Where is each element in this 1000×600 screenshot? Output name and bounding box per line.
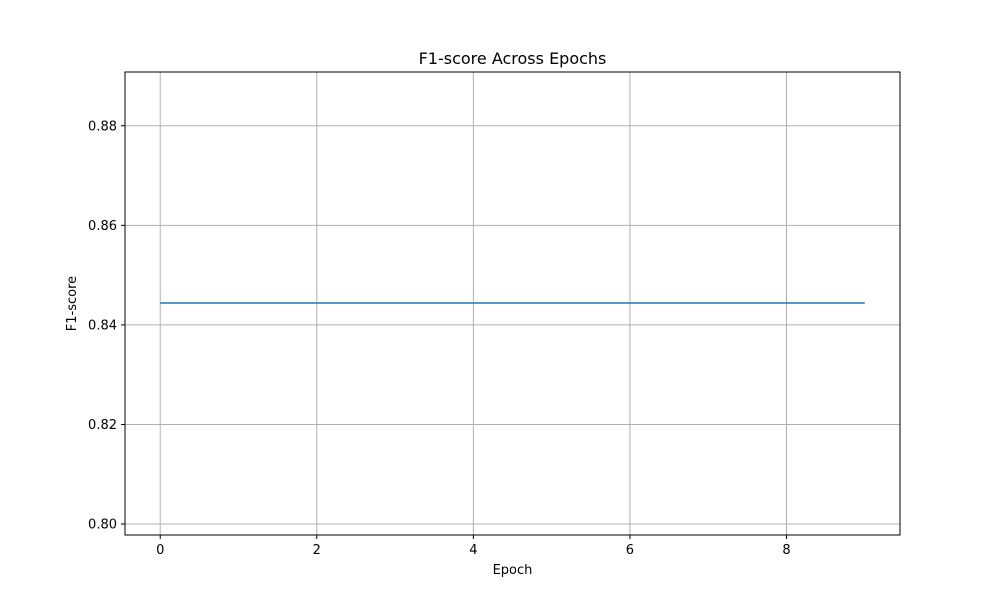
x-axis-label: Epoch [493, 563, 533, 578]
x-tick-label: 8 [782, 543, 790, 558]
grid-lines [125, 72, 900, 535]
x-tick-label: 2 [313, 543, 321, 558]
y-tick-label: 0.82 [88, 418, 117, 433]
y-axis-ticks: 0.80 0.82 0.84 0.86 0.88 [88, 119, 125, 533]
x-axis-ticks: 0 2 4 6 8 [156, 535, 791, 558]
x-tick-label: 4 [469, 543, 477, 558]
y-tick-label: 0.84 [88, 318, 117, 333]
y-tick-label: 0.88 [88, 119, 117, 134]
y-tick-label: 0.80 [88, 518, 117, 533]
x-tick-label: 0 [156, 543, 164, 558]
chart-title: F1-score Across Epochs [419, 49, 607, 68]
y-tick-label: 0.86 [88, 219, 117, 234]
plot-frame [124, 71, 901, 536]
y-axis-label: F1-score [65, 276, 80, 331]
x-tick-label: 6 [626, 543, 634, 558]
